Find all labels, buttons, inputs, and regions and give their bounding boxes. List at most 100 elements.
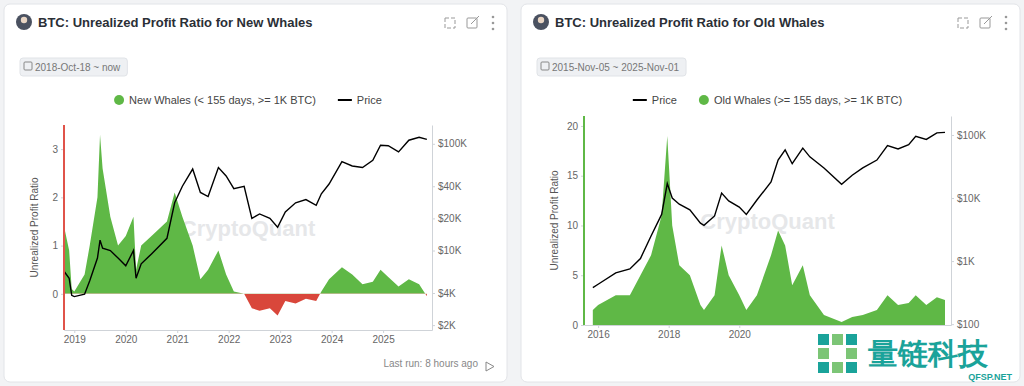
tick: 2019 bbox=[64, 330, 87, 345]
menu-dot[interactable] bbox=[492, 22, 495, 25]
tick: 2 bbox=[52, 192, 64, 203]
tick-mark bbox=[598, 325, 599, 328]
tick: $10K bbox=[951, 193, 981, 204]
negative-region bbox=[64, 294, 427, 316]
tick-mark bbox=[332, 330, 333, 333]
menu-dot[interactable] bbox=[492, 16, 495, 19]
axis-line bbox=[432, 126, 433, 331]
legend-swatch bbox=[338, 99, 352, 101]
avatar bbox=[533, 14, 549, 30]
logo-square bbox=[846, 348, 857, 359]
menu-dot[interactable] bbox=[1005, 16, 1008, 19]
menu-dot[interactable] bbox=[492, 28, 495, 31]
tick: 20 bbox=[567, 121, 584, 132]
tick: 1 bbox=[52, 240, 64, 251]
tick-label: $10K bbox=[438, 245, 462, 256]
price-line bbox=[64, 137, 427, 296]
tick-mark bbox=[581, 325, 584, 326]
chart-title: BTC: Unrealized Profit Ratio for Old Wha… bbox=[555, 15, 824, 30]
axis-line bbox=[585, 325, 952, 326]
logo-square bbox=[818, 362, 829, 373]
tick: $40K bbox=[432, 181, 462, 192]
logo-text: QFSP.NET bbox=[968, 372, 1012, 382]
avatar-face bbox=[21, 17, 27, 23]
area-negative bbox=[64, 294, 427, 316]
tick-label: $100 bbox=[957, 319, 980, 330]
tick-mark bbox=[951, 261, 954, 262]
tick: 2020 bbox=[115, 330, 138, 345]
axis-line bbox=[65, 330, 433, 331]
y-axis-title: Unrealized Profit Ratio bbox=[549, 170, 560, 270]
tick-label: $10K bbox=[957, 193, 981, 204]
tick-label: 15 bbox=[567, 170, 579, 181]
tick-mark bbox=[951, 324, 954, 325]
tick-mark bbox=[177, 330, 178, 333]
axis-line bbox=[64, 126, 65, 331]
tick: 2021 bbox=[167, 330, 190, 345]
y2-axis: $2K$4K$10K$20K$40K$100K bbox=[432, 126, 467, 331]
legend-swatch bbox=[633, 99, 647, 101]
positive-region bbox=[64, 135, 427, 294]
tick-label: 2024 bbox=[321, 334, 344, 345]
calendar-icon bbox=[24, 62, 32, 70]
last-run: Last run: 8 hours ago bbox=[383, 358, 478, 369]
tick: 2016 bbox=[587, 325, 610, 340]
tick: 10 bbox=[567, 220, 584, 231]
y-axis: 05101520 bbox=[567, 117, 585, 331]
area bbox=[593, 136, 945, 325]
menu-dot[interactable] bbox=[1005, 22, 1008, 25]
logo-square bbox=[818, 348, 829, 359]
card-background bbox=[4, 4, 507, 382]
tick: 2025 bbox=[372, 330, 395, 345]
tick-label: 0 bbox=[52, 289, 58, 300]
tick-mark bbox=[951, 198, 954, 199]
tick-label: 0 bbox=[572, 320, 578, 331]
plot-area bbox=[64, 135, 427, 316]
tick-label: 2025 bbox=[372, 334, 395, 345]
tick: $100 bbox=[951, 319, 980, 330]
price-line bbox=[593, 132, 945, 287]
legend-label: New Whales (< 155 days, >= 1K BTC) bbox=[129, 94, 316, 106]
tick: 0 bbox=[572, 320, 584, 331]
axis-line bbox=[584, 117, 585, 326]
tick-label: 10 bbox=[567, 220, 579, 231]
tick-label: 20 bbox=[567, 121, 579, 132]
logo-square bbox=[818, 334, 829, 345]
logo-square bbox=[846, 334, 857, 345]
legend-item: Old Whales (>= 155 days, >= 1K BTC) bbox=[699, 94, 902, 106]
tick-label: 2018 bbox=[658, 329, 681, 340]
avatar-face bbox=[538, 17, 544, 23]
range-start-marker bbox=[583, 116, 585, 325]
tick-mark bbox=[383, 330, 384, 333]
tick: $100K bbox=[432, 138, 467, 149]
menu-dot[interactable] bbox=[1005, 28, 1008, 31]
legend-item: New Whales (< 155 days, >= 1K BTC) bbox=[114, 94, 316, 106]
tick-mark bbox=[280, 330, 281, 333]
x-axis: 2019202020212022202320242025 bbox=[64, 330, 433, 345]
tick-mark bbox=[739, 325, 740, 328]
legend-swatch bbox=[114, 95, 124, 105]
logo-square bbox=[832, 334, 843, 345]
tick-mark bbox=[432, 218, 435, 219]
tick-mark bbox=[432, 144, 435, 145]
tick-mark bbox=[432, 325, 435, 326]
avatar bbox=[16, 14, 32, 30]
run-button[interactable] bbox=[486, 362, 494, 371]
legend: Price Old Whales (>= 155 days, >= 1K BTC) bbox=[633, 94, 902, 106]
date-range: 2018-Oct-18 ~ now bbox=[35, 62, 121, 73]
tick: 3 bbox=[52, 144, 64, 155]
tick: $4K bbox=[432, 288, 456, 299]
y-axis-title: Unrealized Profit Ratio bbox=[29, 177, 40, 277]
tick-label: 2023 bbox=[270, 334, 293, 345]
tick-mark bbox=[669, 325, 670, 328]
legend: New Whales (< 155 days, >= 1K BTC)Price bbox=[114, 94, 382, 106]
legend-label: Price bbox=[652, 94, 677, 106]
tick-label: $2K bbox=[438, 320, 456, 331]
tick-label: $4K bbox=[438, 288, 456, 299]
range-start-marker bbox=[63, 125, 65, 330]
expand-icon[interactable] bbox=[445, 18, 455, 28]
expand-icon[interactable] bbox=[958, 18, 968, 28]
tick-label: 2019 bbox=[64, 334, 87, 345]
tick-label: 2 bbox=[52, 192, 58, 203]
y2-axis: $100$1K$10K$100K bbox=[951, 117, 986, 330]
